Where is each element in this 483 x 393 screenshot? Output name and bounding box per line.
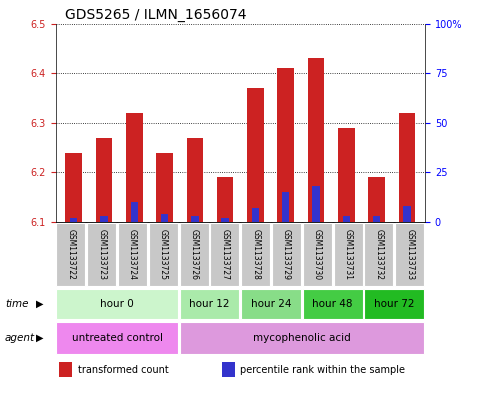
Bar bbox=[247, 88, 264, 222]
Bar bbox=[338, 128, 355, 222]
Bar bbox=[313, 186, 320, 222]
Text: GSM1133731: GSM1133731 bbox=[343, 229, 353, 280]
Bar bbox=[87, 223, 116, 286]
Text: hour 48: hour 48 bbox=[313, 299, 353, 309]
Text: hour 12: hour 12 bbox=[189, 299, 230, 309]
Bar bbox=[211, 223, 240, 286]
Text: mycophenolic acid: mycophenolic acid bbox=[253, 333, 351, 343]
Text: GSM1133726: GSM1133726 bbox=[190, 229, 199, 280]
Text: GSM1133727: GSM1133727 bbox=[220, 229, 229, 280]
Text: hour 0: hour 0 bbox=[100, 299, 134, 309]
Bar bbox=[222, 362, 235, 377]
Text: time: time bbox=[5, 299, 28, 309]
Bar bbox=[118, 223, 147, 286]
Bar bbox=[395, 223, 424, 286]
Bar bbox=[96, 138, 113, 222]
Text: hour 72: hour 72 bbox=[374, 299, 414, 309]
Bar bbox=[57, 322, 178, 354]
Text: transformed count: transformed count bbox=[78, 365, 169, 375]
Bar bbox=[100, 216, 108, 222]
Bar bbox=[241, 223, 270, 286]
Bar bbox=[126, 113, 142, 222]
Bar bbox=[308, 58, 325, 222]
Text: GSM1133722: GSM1133722 bbox=[67, 229, 75, 280]
Bar bbox=[252, 208, 259, 222]
Text: GSM1133723: GSM1133723 bbox=[97, 229, 106, 280]
Bar bbox=[186, 138, 203, 222]
Text: GSM1133729: GSM1133729 bbox=[282, 229, 291, 280]
Bar bbox=[398, 113, 415, 222]
Bar bbox=[57, 223, 85, 286]
Bar bbox=[282, 192, 289, 222]
Bar bbox=[59, 362, 72, 377]
Bar bbox=[57, 288, 178, 319]
Text: GSM1133724: GSM1133724 bbox=[128, 229, 137, 280]
Text: GSM1133733: GSM1133733 bbox=[405, 229, 414, 280]
Bar bbox=[180, 322, 424, 354]
Text: GSM1133730: GSM1133730 bbox=[313, 229, 322, 280]
Text: agent: agent bbox=[5, 333, 35, 343]
Bar bbox=[130, 202, 138, 222]
Bar bbox=[364, 288, 424, 319]
Bar bbox=[364, 223, 393, 286]
Text: ▶: ▶ bbox=[36, 299, 44, 309]
Bar bbox=[161, 214, 168, 222]
Bar bbox=[303, 223, 332, 286]
Text: untreated control: untreated control bbox=[71, 333, 163, 343]
Bar bbox=[221, 218, 229, 222]
Text: GSM1133725: GSM1133725 bbox=[159, 229, 168, 280]
Bar bbox=[373, 216, 380, 222]
Text: GSM1133728: GSM1133728 bbox=[251, 229, 260, 280]
Bar bbox=[191, 216, 199, 222]
Text: percentile rank within the sample: percentile rank within the sample bbox=[241, 365, 405, 375]
Bar bbox=[180, 288, 240, 319]
Bar bbox=[303, 288, 363, 319]
Bar bbox=[342, 216, 350, 222]
Bar bbox=[217, 177, 233, 222]
Bar bbox=[241, 288, 301, 319]
Bar bbox=[149, 223, 178, 286]
Text: hour 24: hour 24 bbox=[251, 299, 291, 309]
Bar bbox=[277, 68, 294, 222]
Bar bbox=[334, 223, 363, 286]
Bar bbox=[156, 152, 173, 222]
Bar bbox=[403, 206, 411, 222]
Text: ▶: ▶ bbox=[36, 333, 44, 343]
Bar bbox=[272, 223, 301, 286]
Text: GDS5265 / ILMN_1656074: GDS5265 / ILMN_1656074 bbox=[65, 7, 247, 22]
Bar bbox=[180, 223, 209, 286]
Bar bbox=[368, 177, 385, 222]
Bar bbox=[65, 152, 82, 222]
Bar bbox=[70, 218, 77, 222]
Text: GSM1133732: GSM1133732 bbox=[374, 229, 384, 280]
